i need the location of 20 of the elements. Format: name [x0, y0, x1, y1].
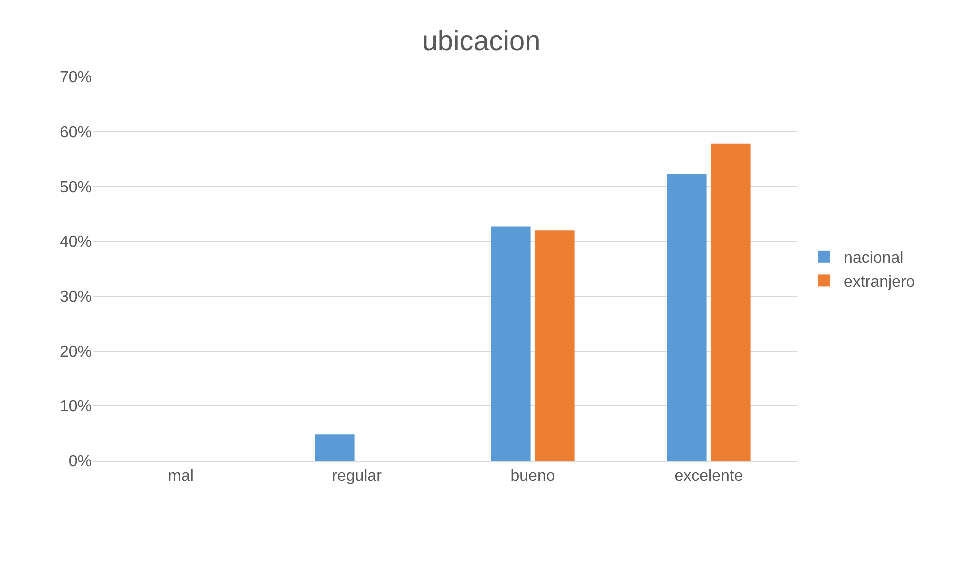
- y-tick-label: 50%: [60, 179, 92, 196]
- y-tick-label: 30%: [60, 289, 92, 306]
- bar: [491, 226, 531, 461]
- x-tick-label: mal: [168, 468, 194, 486]
- y-tick-label: 20%: [60, 344, 92, 361]
- y-tick-label: 70%: [60, 70, 92, 87]
- bar: [711, 144, 751, 461]
- x-tick-label: bueno: [510, 468, 556, 486]
- y-tick-label: 0%: [68, 454, 92, 471]
- x-tick-label: excelente: [674, 468, 744, 486]
- legend-label: nacional: [844, 250, 904, 268]
- bar: [315, 434, 355, 461]
- chart-title: ubicacion: [422, 25, 541, 56]
- y-tick-label: 10%: [60, 398, 92, 416]
- x-tick-label: regular: [332, 468, 383, 486]
- legend-label: extranjero: [844, 274, 916, 291]
- y-tick-label: 40%: [60, 234, 92, 252]
- bar: [535, 230, 575, 461]
- bar: [667, 174, 707, 461]
- y-tick-label: 60%: [60, 124, 92, 142]
